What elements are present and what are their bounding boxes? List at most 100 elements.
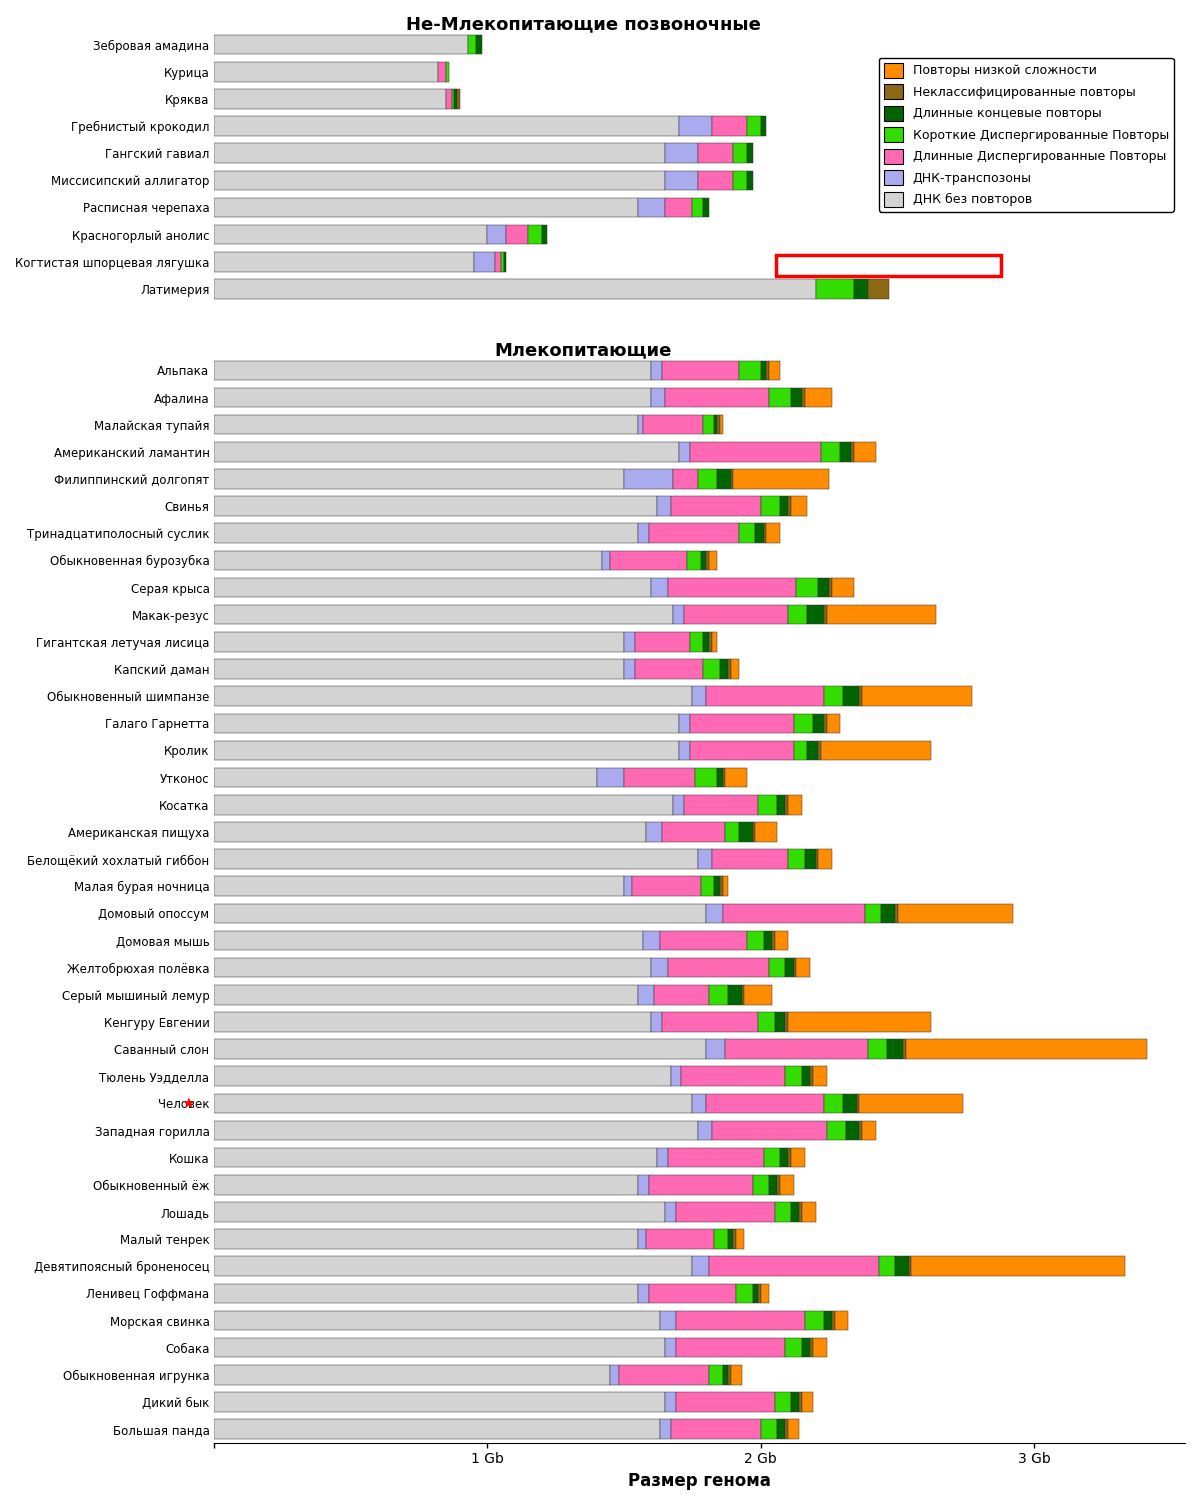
Bar	[624, 768, 695, 787]
Bar	[737, 1230, 744, 1249]
Bar	[455, 89, 457, 108]
Bar	[684, 605, 788, 625]
Bar	[690, 632, 703, 652]
Bar	[703, 197, 709, 217]
Bar	[816, 849, 818, 868]
Bar	[214, 578, 652, 597]
Bar	[652, 388, 665, 408]
Bar	[632, 876, 701, 895]
Bar	[706, 1040, 725, 1060]
Bar	[214, 224, 487, 244]
Bar	[214, 1040, 706, 1060]
Bar	[656, 1148, 668, 1168]
Bar	[865, 903, 881, 923]
Bar	[637, 197, 665, 217]
Bar	[214, 632, 624, 652]
Bar	[718, 768, 722, 787]
Bar	[774, 1013, 786, 1032]
Bar	[214, 388, 652, 408]
Bar	[761, 1419, 778, 1439]
Bar	[720, 415, 722, 435]
Bar	[214, 442, 679, 462]
Bar	[709, 1365, 722, 1385]
Bar	[722, 1365, 728, 1385]
Bar	[214, 957, 652, 977]
Bar	[758, 1284, 761, 1303]
Bar	[763, 1148, 780, 1168]
Bar	[778, 795, 786, 814]
Bar	[739, 822, 752, 841]
Bar	[788, 1148, 791, 1168]
Bar	[720, 876, 722, 895]
Bar	[214, 1392, 665, 1412]
Bar	[791, 1148, 805, 1168]
Bar	[676, 1338, 786, 1358]
Bar	[214, 1419, 660, 1439]
Bar	[504, 251, 506, 271]
Bar	[668, 578, 797, 597]
Bar	[832, 578, 854, 597]
Bar	[214, 1202, 665, 1222]
Bar	[793, 740, 808, 760]
Bar	[786, 1338, 802, 1358]
Bar	[791, 497, 808, 516]
Bar	[214, 822, 646, 841]
Bar	[755, 524, 763, 543]
Bar	[660, 1419, 671, 1439]
Bar	[810, 1338, 812, 1358]
Bar	[637, 1175, 649, 1195]
Bar	[791, 1392, 799, 1412]
Bar	[799, 1202, 802, 1222]
Bar	[457, 89, 460, 108]
Bar	[898, 903, 1013, 923]
Bar	[673, 470, 698, 489]
Bar	[214, 415, 637, 435]
Bar	[703, 415, 714, 435]
Bar	[728, 1230, 733, 1249]
Bar	[805, 1311, 823, 1330]
Bar	[904, 1040, 906, 1060]
Bar	[854, 442, 876, 462]
Bar	[821, 442, 840, 462]
Bar	[214, 1257, 692, 1276]
Bar	[679, 116, 712, 135]
Bar	[859, 1094, 964, 1114]
Bar	[761, 361, 767, 381]
Bar	[802, 1392, 812, 1412]
Bar	[767, 361, 769, 381]
Bar	[778, 1419, 786, 1439]
Bar	[698, 470, 718, 489]
Bar	[731, 470, 733, 489]
Bar	[709, 551, 718, 570]
Bar	[692, 197, 703, 217]
Bar	[698, 1121, 712, 1141]
Bar	[786, 1013, 788, 1032]
Bar	[722, 903, 865, 923]
Bar	[528, 224, 542, 244]
Bar	[637, 1284, 649, 1303]
Bar	[671, 1419, 761, 1439]
Text: Не-Млекопитающие позвоночные: Не-Млекопитающие позвоночные	[406, 15, 761, 33]
Bar	[868, 1040, 887, 1060]
Bar	[722, 876, 728, 895]
Bar	[474, 251, 496, 271]
Bar	[692, 1257, 709, 1276]
Bar	[895, 903, 898, 923]
Bar	[214, 1230, 637, 1249]
Bar	[214, 795, 673, 814]
Bar	[686, 551, 701, 570]
Bar	[671, 1067, 682, 1087]
Bar	[646, 822, 662, 841]
Bar	[214, 524, 637, 543]
Bar	[214, 497, 656, 516]
Bar	[624, 470, 673, 489]
Bar	[214, 143, 665, 163]
Bar	[733, 470, 829, 489]
Bar	[665, 197, 692, 217]
Bar	[748, 143, 752, 163]
Bar	[214, 686, 692, 706]
Bar	[446, 62, 449, 81]
Bar	[500, 251, 504, 271]
Bar	[214, 849, 698, 868]
Bar	[733, 1230, 737, 1249]
